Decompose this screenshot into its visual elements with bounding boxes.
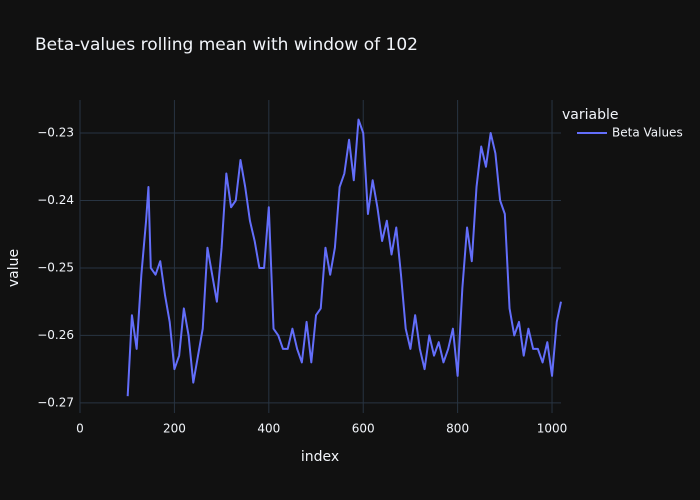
y-tick-label: −0.25 xyxy=(37,260,74,274)
y-tick-label: −0.24 xyxy=(37,193,74,207)
y-tick-label: −0.23 xyxy=(37,126,74,140)
y-tick-label: −0.27 xyxy=(37,395,74,409)
x-tick-label: 200 xyxy=(163,422,186,436)
data-line xyxy=(126,118,562,397)
y-axis-title: value xyxy=(6,249,22,287)
x-tick-label: 600 xyxy=(352,422,375,436)
x-tick-label: 800 xyxy=(446,422,469,436)
x-tick-label: 0 xyxy=(76,422,84,436)
legend-label[interactable]: Beta Values xyxy=(612,126,683,140)
y-tick-label: −0.26 xyxy=(37,328,74,342)
chart-title: Beta-values rolling mean with window of … xyxy=(35,35,418,55)
x-tick-label: 1000 xyxy=(537,422,568,436)
x-axis-title: index xyxy=(301,449,339,465)
legend-title: variable xyxy=(562,107,618,123)
legend: Beta Values xyxy=(577,126,683,140)
x-tick-label: 400 xyxy=(257,422,280,436)
